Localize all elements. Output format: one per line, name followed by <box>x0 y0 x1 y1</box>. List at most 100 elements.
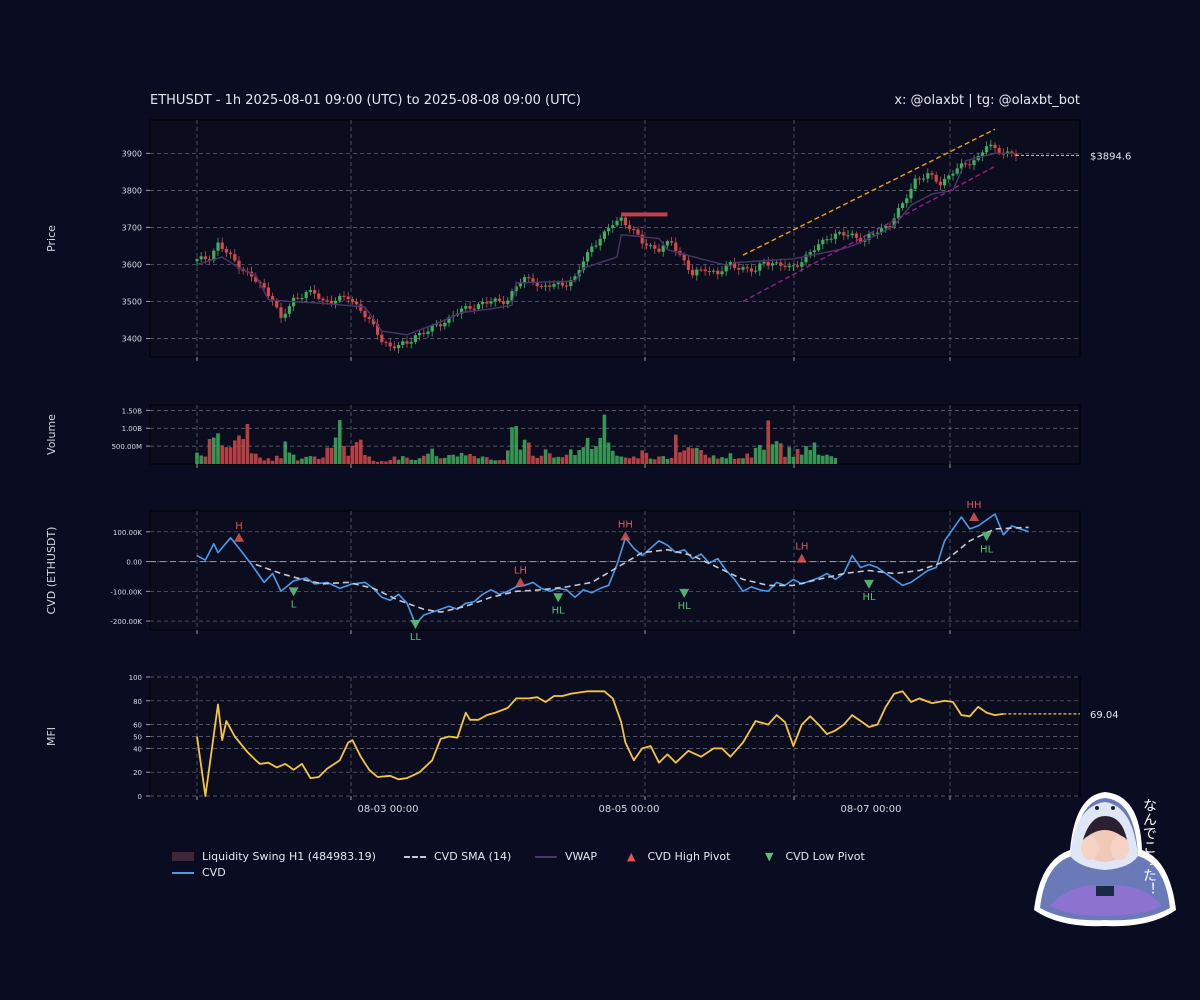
legend-swatch-cvd-sma <box>404 855 426 858</box>
volume-bar <box>779 443 783 464</box>
candle-body <box>712 270 716 272</box>
candle-body <box>665 241 669 246</box>
chart-title: ETHUSDT - 1h 2025-08-01 09:00 (UTC) to 2… <box>150 93 581 108</box>
volume-bar <box>825 454 829 464</box>
candle-body <box>413 335 417 343</box>
candle-body <box>808 252 812 255</box>
volume-bar <box>296 460 300 464</box>
legend-label-low-pivot: CVD Low Pivot <box>785 850 865 863</box>
volume-bar <box>758 445 762 464</box>
volume-frame <box>149 404 1081 465</box>
candle-body <box>275 300 279 308</box>
liquidity-zone <box>621 212 668 217</box>
candle-body <box>657 248 661 252</box>
candle-body <box>611 225 615 229</box>
volume-bar <box>413 460 418 464</box>
last-price-label: $3894.6 <box>1090 151 1131 162</box>
volume-bar <box>569 449 573 464</box>
volume-bar <box>480 456 485 464</box>
x-tick-label: 08-03 00:00 <box>357 804 418 815</box>
volume-bar <box>795 448 800 464</box>
volume-bar <box>522 439 527 464</box>
volume-bar <box>388 460 392 464</box>
candle-body <box>947 175 951 179</box>
candle-body <box>405 341 409 344</box>
candle-body <box>422 332 426 334</box>
candle-body <box>338 295 342 301</box>
candle-body <box>796 265 800 267</box>
volume-bar <box>808 450 812 464</box>
candle-body <box>308 290 312 292</box>
legend-label-vwap: VWAP <box>565 850 597 863</box>
candle-body <box>560 282 564 286</box>
volume-bar <box>682 450 686 464</box>
volume-bar <box>237 435 241 464</box>
candle-body <box>653 245 657 249</box>
volume-bar <box>438 458 443 464</box>
volume-bar <box>493 460 497 464</box>
candle-body <box>817 244 821 251</box>
candle-body <box>804 254 808 263</box>
legend-label-high-pivot: CVD High Pivot <box>647 850 731 863</box>
candle-body <box>1014 153 1018 157</box>
candle-body <box>195 259 199 262</box>
candle-body <box>905 198 909 204</box>
volume-bar <box>514 426 518 464</box>
volume-bar <box>560 457 565 464</box>
volume-bar <box>774 441 779 464</box>
volume-bar <box>749 457 754 464</box>
volume-bar <box>485 457 489 464</box>
candle-body <box>821 239 825 245</box>
volume-bar <box>732 458 737 464</box>
price-ytick-label: 3700 <box>122 223 142 232</box>
volume-bar <box>430 448 434 464</box>
cvd-ytick-label: -200.00K <box>110 618 142 626</box>
candle-body <box>636 229 640 235</box>
candle-body <box>943 178 947 186</box>
mfi-ytick-label: 60 <box>133 722 142 730</box>
volume-bar <box>648 458 653 464</box>
candle-body <box>493 298 497 302</box>
candle-body <box>296 297 300 299</box>
volume-bar <box>464 455 468 464</box>
legend-item-low-pivot: ▼ CVD Low Pivot <box>765 850 865 863</box>
cvd-low-pivot-label: HL <box>862 592 876 603</box>
candle-body <box>846 235 850 237</box>
cvd-high-pivot-label: LH <box>795 542 808 553</box>
volume-bar <box>657 456 661 464</box>
candle-body <box>287 306 291 314</box>
volume-bar <box>207 438 212 464</box>
candle-body <box>691 269 695 276</box>
candle-body <box>989 144 993 147</box>
candle-body <box>220 242 224 249</box>
candle-body <box>523 277 527 284</box>
candle-body <box>254 276 258 282</box>
candle-body <box>472 308 476 310</box>
volume-bar <box>816 454 821 464</box>
candle-body <box>342 295 346 297</box>
time-axis: 08-03 00:00 08-05 00:00 08-07 00:00 <box>357 804 901 815</box>
mascot-sticker <box>1034 792 1176 927</box>
volume-bar <box>476 458 481 464</box>
candle-body <box>791 265 795 267</box>
candle-body <box>598 238 602 246</box>
legend-swatch-cvd <box>172 871 194 874</box>
candle-body <box>434 324 438 326</box>
cvd-high-pivot-label: HH <box>618 519 633 530</box>
candle-body <box>527 277 531 279</box>
cvd-ytick-label: 100.00K <box>113 529 142 537</box>
price-frame <box>149 119 1081 358</box>
volume-bar <box>354 442 359 464</box>
candle-body <box>728 262 732 265</box>
cvd-low-pivot-label: L <box>291 599 297 610</box>
candle-body <box>926 173 930 179</box>
candle-body <box>565 285 569 287</box>
candle-body <box>640 234 644 244</box>
volume-bar <box>283 441 287 464</box>
volume-bar <box>346 455 350 464</box>
volume-bar <box>241 438 245 464</box>
candle-body <box>460 308 464 314</box>
volume-bar <box>821 455 825 464</box>
candle-body <box>380 334 384 343</box>
candle-body <box>968 164 972 166</box>
